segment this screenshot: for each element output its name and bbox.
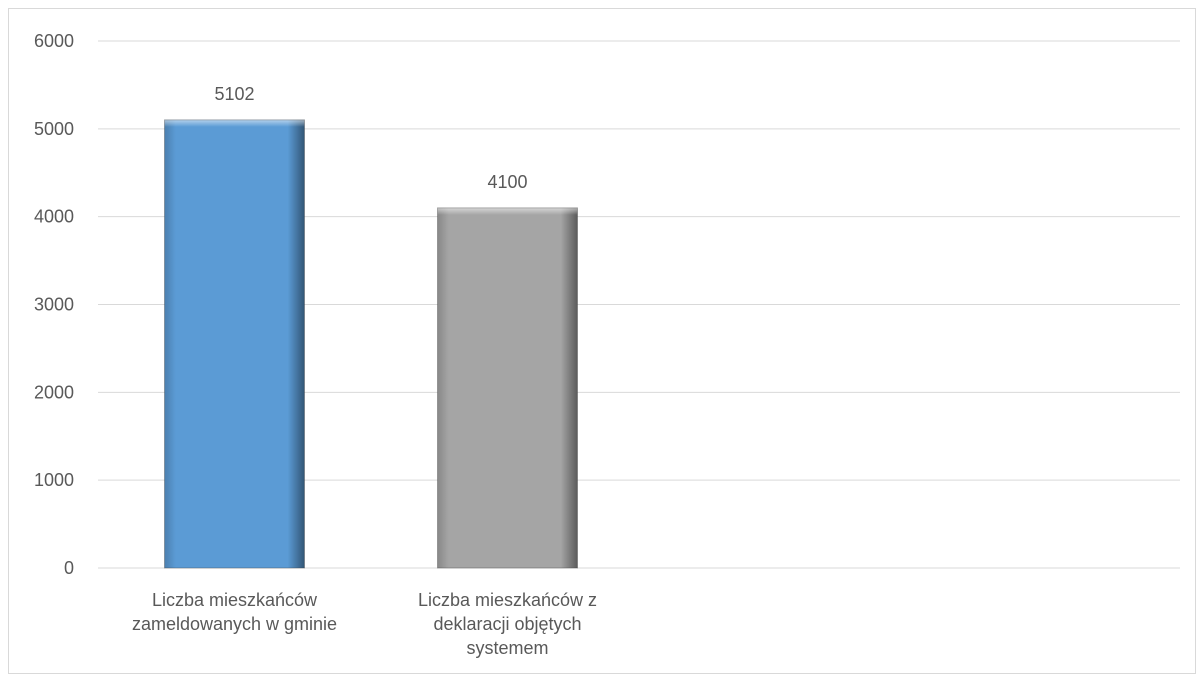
category-label-line: deklaracji objętych — [433, 614, 581, 634]
bar-highlight — [437, 207, 578, 215]
y-tick-label: 6000 — [34, 31, 74, 51]
category-labels: Liczba mieszkańców zameldowanych w gminie… — [132, 590, 597, 658]
category-label-line: Liczba mieszkańców — [152, 590, 318, 610]
bar-highlight — [164, 119, 305, 127]
category-label-line: Liczba mieszkańców z — [418, 590, 597, 610]
y-tick-label: 0 — [64, 558, 74, 578]
bar-bevel — [164, 119, 305, 569]
category-label: Liczba mieszkańców zameldowanych w gminie — [132, 590, 337, 634]
bar-outline — [437, 207, 578, 569]
y-axis-ticks: 0 1000 2000 3000 4000 5000 6000 — [34, 31, 74, 578]
category-label-line: systemem — [466, 638, 548, 658]
bar-outline — [164, 119, 305, 569]
category-label: Liczba mieszkańców z deklaracji objętych s… — [418, 590, 597, 658]
bar-1 — [164, 119, 305, 569]
category-label-line: zameldowanych w gminie — [132, 614, 337, 634]
bar-bevel — [437, 207, 578, 568]
y-tick-label: 2000 — [34, 382, 74, 402]
data-labels: 5102 4100 — [214, 84, 527, 192]
data-label: 4100 — [487, 172, 527, 192]
y-tick-label: 3000 — [34, 295, 74, 315]
bars — [164, 119, 578, 569]
bar-2 — [437, 207, 578, 569]
y-tick-label: 5000 — [34, 119, 74, 139]
data-label: 5102 — [214, 84, 254, 104]
y-tick-label: 1000 — [34, 470, 74, 490]
y-tick-label: 4000 — [34, 207, 74, 227]
